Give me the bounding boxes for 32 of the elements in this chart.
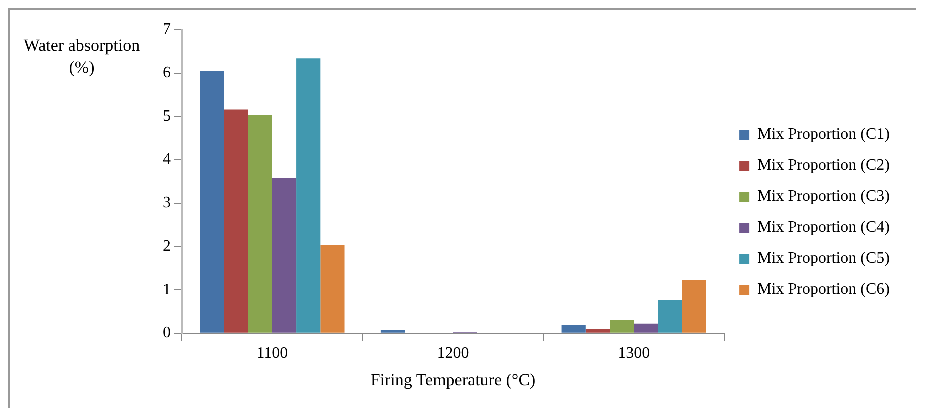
y-axis-title: Water absorption (%) bbox=[24, 36, 141, 77]
bar bbox=[248, 114, 272, 333]
y-tick-label: 5 bbox=[163, 108, 171, 125]
bar bbox=[320, 245, 345, 333]
y-tick-label: 2 bbox=[163, 238, 171, 255]
y-tick-label: 4 bbox=[163, 151, 171, 168]
bar bbox=[658, 300, 682, 333]
legend-label: Mix Proportion (C1) bbox=[758, 126, 890, 144]
x-tick-label: 1100 bbox=[256, 345, 288, 362]
legend-label: Mix Proportion (C4) bbox=[758, 219, 890, 236]
x-axis-title: Firing Temperature (°C) bbox=[370, 370, 536, 390]
bar bbox=[586, 329, 610, 333]
bar bbox=[682, 280, 706, 333]
legend-label: Mix Proportion (C6) bbox=[758, 281, 890, 298]
bar bbox=[224, 110, 248, 333]
y-tick-label: 6 bbox=[163, 64, 171, 82]
bar bbox=[272, 178, 297, 333]
bar bbox=[562, 325, 586, 333]
bar bbox=[610, 320, 634, 333]
y-tick-label: 0 bbox=[163, 324, 171, 342]
bar bbox=[296, 58, 321, 333]
legend-label: Mix Proportion (C3) bbox=[758, 188, 890, 206]
y-tick-label: 1 bbox=[163, 281, 171, 298]
legend-label: Mix Proportion (C2) bbox=[758, 157, 890, 174]
y-tick-label: 7 bbox=[163, 21, 171, 38]
y-tick-label: 3 bbox=[163, 194, 171, 212]
x-tick-label: 1200 bbox=[437, 345, 470, 362]
x-tick-label: 1300 bbox=[618, 345, 650, 362]
legend-label: Mix Proportion (C5) bbox=[758, 250, 890, 268]
bar bbox=[380, 330, 406, 333]
bar bbox=[634, 324, 658, 333]
bar bbox=[200, 71, 224, 333]
